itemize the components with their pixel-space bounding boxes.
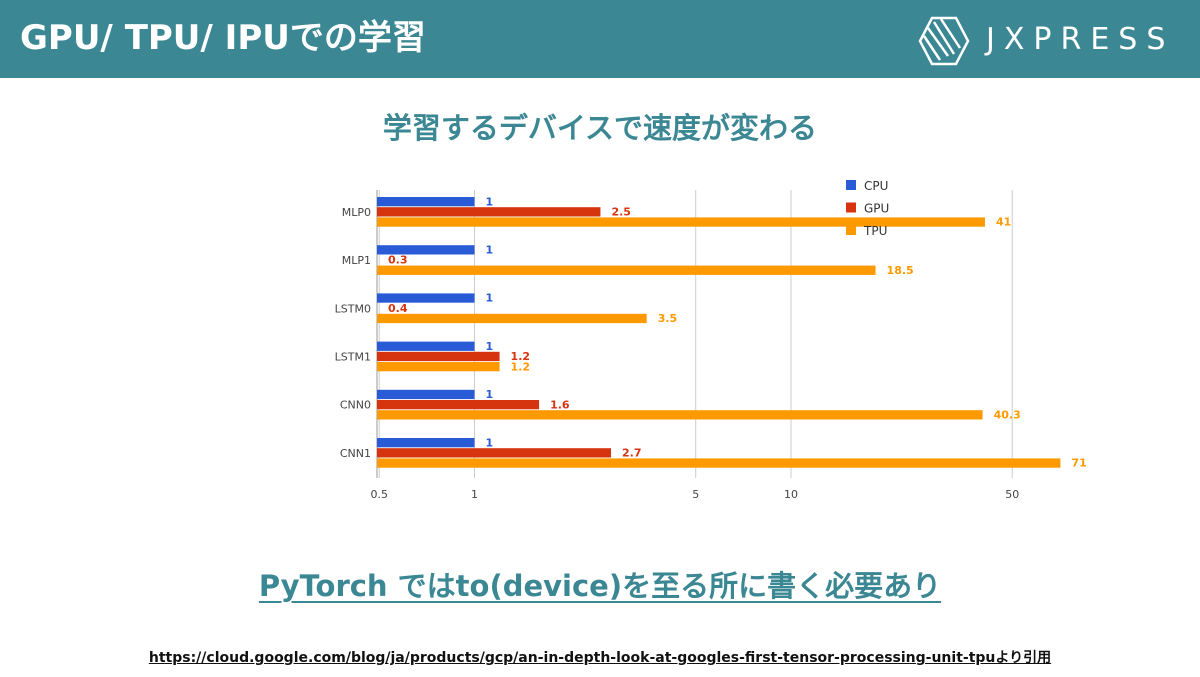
legend-label: CPU xyxy=(864,179,888,193)
bar-tpu xyxy=(377,265,876,275)
category-label: LSTM0 xyxy=(335,302,371,315)
data-label: 0.3 xyxy=(388,254,408,267)
company-logo: JXPRESS xyxy=(918,16,1188,66)
data-label: 71 xyxy=(1071,457,1086,470)
data-label: 1.2 xyxy=(511,360,531,373)
legend-swatch-cpu xyxy=(846,180,856,190)
x-tick-label: 0.5 xyxy=(370,488,388,501)
x-tick-label: 5 xyxy=(692,488,699,501)
page-title: GPU/ TPU/ IPUでの学習 xyxy=(20,18,426,58)
data-label: 1 xyxy=(486,244,494,257)
data-label: 40.3 xyxy=(994,409,1021,422)
data-label: 0.4 xyxy=(388,302,408,315)
bar-gpu xyxy=(377,400,540,410)
bar-tpu xyxy=(377,217,985,227)
category-label: CNN0 xyxy=(340,399,371,412)
data-label: 3.5 xyxy=(658,312,678,325)
bar-gpu xyxy=(377,448,612,458)
data-label: 1.2 xyxy=(511,350,531,363)
category-label: CNN1 xyxy=(340,447,371,460)
legend-swatch-gpu xyxy=(846,202,856,213)
header-bar: GPU/ TPU/ IPUでの学習 JXPRESS xyxy=(0,0,1200,78)
bar-gpu xyxy=(377,207,601,217)
source-link[interactable]: https://cloud.google.com/blog/ja/product… xyxy=(148,650,1052,666)
data-label: 1 xyxy=(486,340,494,353)
tagline-text: PyTorch ではto(device)を至る所に書く必要あり xyxy=(258,569,942,603)
data-label: 1 xyxy=(486,436,494,449)
data-label: 2.5 xyxy=(611,206,631,219)
bar-tpu xyxy=(377,313,647,324)
bar-cpu xyxy=(377,197,475,207)
legend-label: TPU xyxy=(863,224,887,238)
tagline: PyTorch ではto(device)を至る所に書く必要あり xyxy=(0,566,1200,606)
data-label: 18.5 xyxy=(887,264,914,277)
bar-cpu xyxy=(377,293,475,303)
bar-cpu xyxy=(377,389,475,400)
data-label: 1.6 xyxy=(550,398,570,411)
category-label: MLP0 xyxy=(342,206,371,219)
bar-cpu xyxy=(377,438,475,448)
data-label: 1 xyxy=(486,388,494,401)
bar-tpu xyxy=(377,410,983,420)
legend-swatch-tpu xyxy=(846,225,856,235)
data-label: 1 xyxy=(486,292,494,305)
chart-title: 学習するデバイスで速度が変わる xyxy=(382,111,818,145)
data-label: 41 xyxy=(996,216,1011,229)
bar-tpu xyxy=(377,362,500,372)
category-label: MLP1 xyxy=(342,254,371,267)
source-citation: https://cloud.google.com/blog/ja/product… xyxy=(0,648,1200,668)
bar-gpu xyxy=(377,351,500,362)
bar-cpu xyxy=(377,341,475,351)
logo-hexagon-icon xyxy=(918,16,970,66)
category-label: LSTM1 xyxy=(335,350,371,363)
logo-text: JXPRESS xyxy=(986,22,1175,57)
x-tick-label: 10 xyxy=(784,488,798,501)
x-tick-label: 1 xyxy=(471,488,478,501)
bar-tpu xyxy=(377,458,1061,468)
x-tick-label: 50 xyxy=(1005,488,1019,501)
bar-cpu xyxy=(377,245,475,255)
data-label: 2.7 xyxy=(622,447,642,460)
data-label: 1 xyxy=(486,195,494,208)
legend-label: GPU xyxy=(864,202,889,216)
